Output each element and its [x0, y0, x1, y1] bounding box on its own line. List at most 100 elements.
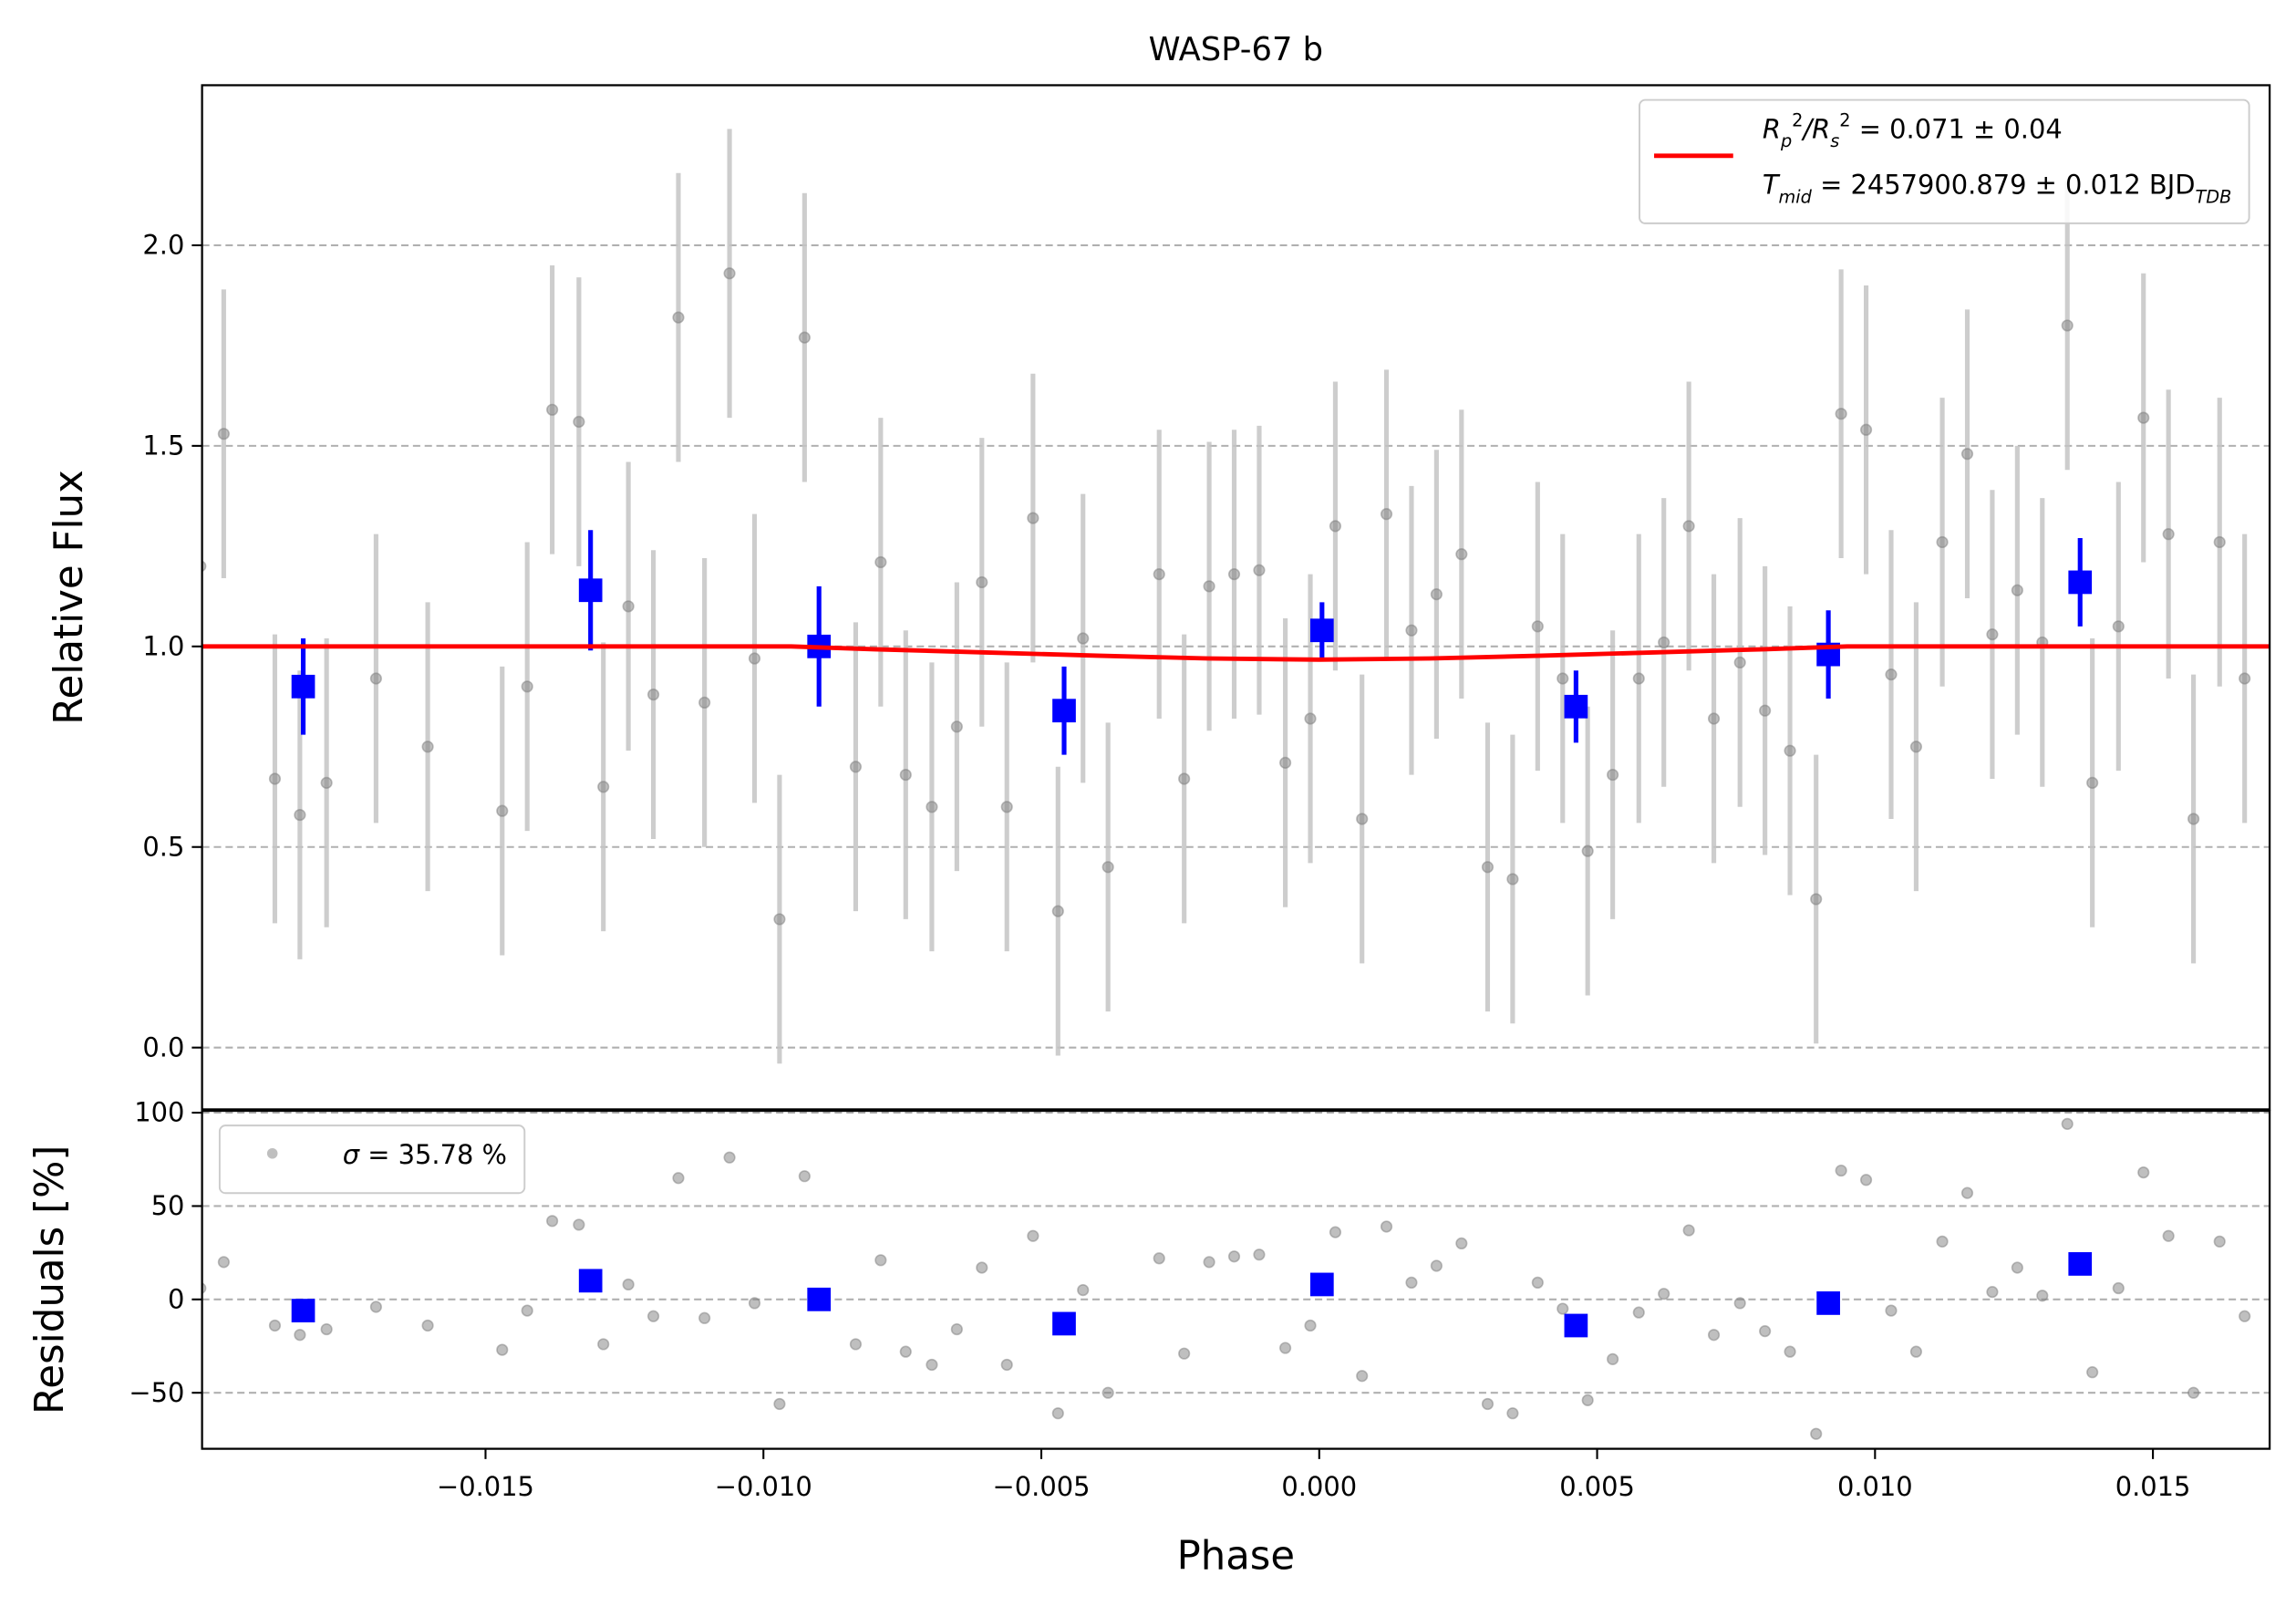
y-tick-label: 0 [168, 1283, 184, 1314]
y-tick-label: 0.5 [142, 831, 184, 862]
data-point [1051, 905, 1064, 917]
data-point [1784, 744, 1796, 757]
data-point [2162, 528, 2175, 541]
data-point [1557, 1302, 1569, 1315]
legend-text-part: mid [1779, 186, 1813, 207]
legend-handle [266, 1147, 278, 1159]
binned-point [578, 578, 603, 603]
data-point [1153, 1252, 1165, 1265]
data-point [496, 1343, 509, 1356]
binned-point [1309, 1272, 1334, 1297]
data-point [798, 331, 811, 344]
data-point [1885, 668, 1898, 681]
data-point [646, 1310, 660, 1322]
data-point [1835, 1164, 1847, 1177]
data-point [2213, 1235, 2226, 1248]
y-tick-label: 2.0 [142, 230, 184, 261]
data-point [874, 1254, 887, 1267]
data-point [1784, 1345, 1796, 1358]
data-point [1506, 873, 1519, 886]
legend-text-part: TDB [2196, 186, 2232, 207]
data-point [672, 1172, 685, 1185]
data-point [1077, 632, 1090, 645]
legend-label: Tmid = 2457900.879 ± 0.012 BJDTDB [1763, 170, 2231, 208]
data-point [2036, 1290, 2049, 1302]
data-point [976, 575, 988, 589]
plot-area [202, 129, 2270, 1064]
axes-frame [201, 1109, 2271, 1450]
data-point [1203, 1256, 1215, 1269]
data-point [1909, 1345, 1923, 1358]
data-point [798, 1170, 811, 1183]
data-point [496, 804, 509, 817]
data-point [268, 772, 282, 785]
data-point [1356, 813, 1369, 825]
binned-point [2068, 1252, 2093, 1276]
binned-point [807, 1287, 832, 1311]
x-tick-label: −0.015 [437, 1471, 534, 1502]
data-point [1960, 1186, 1974, 1199]
data-point [369, 1300, 382, 1313]
data-point [2112, 620, 2125, 633]
y-axis-label: Relative Flux [47, 470, 92, 725]
y-tick-label: 1.5 [142, 430, 184, 461]
data-point [1000, 801, 1013, 813]
data-point [1531, 1276, 1544, 1289]
binned-point [291, 1299, 315, 1322]
data-point [1430, 588, 1443, 601]
data-point [1835, 408, 1847, 420]
data-point [1455, 548, 1468, 561]
data-point [1682, 1224, 1695, 1237]
data-point [1936, 1235, 1949, 1248]
legend-text-part: p [1780, 130, 1792, 151]
y-axis-label: Residuals [%] [27, 1145, 73, 1414]
data-point [1153, 568, 1165, 581]
data-point [773, 913, 786, 926]
chart-title: WASP-67 b [1149, 31, 1323, 68]
legend-text-part: = 0.071 ± 0.04 [1851, 113, 2063, 144]
legend-text-part: = 2457900.879 ± 0.012 BJD [1812, 170, 2196, 201]
data-point [573, 1218, 585, 1231]
data-point [2061, 1117, 2074, 1130]
binned-point [578, 1269, 603, 1293]
data-point [1581, 1394, 1594, 1406]
x-tick-label: 0.010 [1837, 1471, 1913, 1502]
data-point [748, 652, 761, 665]
data-point [1101, 1386, 1114, 1399]
legend-box [218, 1124, 526, 1195]
legend-text-part: 2 [1839, 110, 1850, 131]
data-point [2086, 776, 2099, 789]
data-point [950, 1322, 963, 1336]
data-point [1682, 520, 1695, 533]
axes: −50 0 50 100 −0.015 −0.010 −0.005 0.000 0.005 0.0… [27, 1097, 2271, 1580]
data-point [1027, 1229, 1039, 1242]
x-tick-label: 0.005 [1559, 1471, 1635, 1502]
data-point [1557, 672, 1569, 685]
data-point [926, 801, 938, 813]
y-tick-label: 100 [134, 1097, 184, 1128]
legend-text-part: = 35.78 % [359, 1139, 507, 1170]
data-point [1178, 1347, 1191, 1360]
data-point [672, 311, 685, 324]
data-point [1356, 1370, 1369, 1383]
data-point [698, 696, 711, 710]
data-point [1632, 672, 1645, 685]
data-point [723, 1151, 736, 1164]
data-point [1027, 512, 1039, 524]
legend-text-part: /R [1800, 113, 1830, 144]
data-point [1455, 1237, 1468, 1250]
data-point [1658, 636, 1670, 649]
data-point [597, 781, 610, 793]
data-point [1506, 1407, 1519, 1420]
binned-point [2068, 570, 2093, 595]
data-point [698, 1311, 711, 1324]
data-point [1885, 1304, 1898, 1317]
data-point [2137, 411, 2150, 424]
data-point [899, 768, 912, 782]
data-point [1304, 712, 1317, 725]
data-point [849, 1338, 863, 1351]
